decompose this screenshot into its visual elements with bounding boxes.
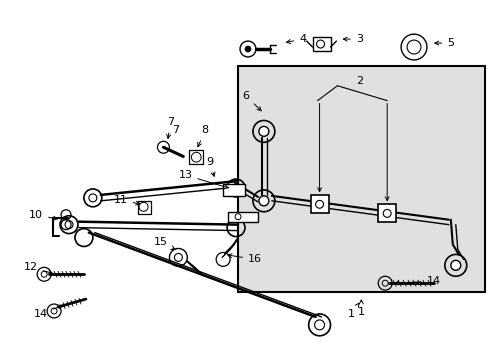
- Text: 16: 16: [227, 254, 262, 264]
- Text: 1: 1: [357, 300, 364, 317]
- Text: 6: 6: [242, 91, 261, 111]
- Text: 11: 11: [114, 195, 140, 205]
- Bar: [189, 150, 203, 164]
- Text: 8: 8: [197, 125, 208, 147]
- Bar: [310, 195, 328, 213]
- Bar: [238, 66, 484, 292]
- Bar: [223, 184, 244, 196]
- Bar: [137, 201, 150, 214]
- Circle shape: [235, 214, 241, 220]
- Circle shape: [258, 196, 268, 206]
- Text: 14: 14: [34, 305, 62, 319]
- Text: 13: 13: [178, 170, 228, 189]
- Circle shape: [244, 46, 250, 52]
- Text: 2: 2: [355, 76, 362, 86]
- Text: 14: 14: [394, 276, 440, 286]
- Text: 5: 5: [434, 38, 453, 48]
- Circle shape: [258, 126, 268, 136]
- Bar: [377, 204, 395, 222]
- Text: 7: 7: [166, 117, 174, 139]
- Text: 15: 15: [153, 237, 175, 249]
- Text: 9: 9: [206, 157, 215, 176]
- Bar: [227, 212, 257, 222]
- Text: 3: 3: [343, 34, 362, 44]
- Circle shape: [315, 201, 323, 208]
- Text: 4: 4: [286, 34, 305, 44]
- Text: 7: 7: [171, 125, 179, 135]
- Text: 12: 12: [24, 262, 52, 274]
- Circle shape: [383, 210, 390, 217]
- Bar: [312, 37, 330, 51]
- Text: 1: 1: [347, 303, 358, 319]
- Circle shape: [450, 260, 460, 270]
- Text: 10: 10: [29, 210, 57, 220]
